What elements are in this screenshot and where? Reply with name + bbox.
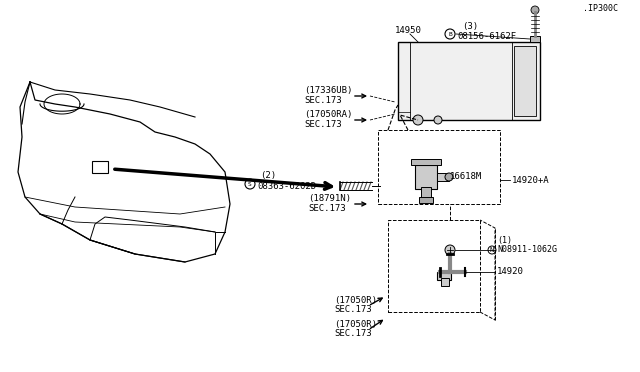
Text: (3): (3)	[462, 22, 478, 31]
Bar	[415, 165, 437, 189]
Bar	[411, 159, 441, 165]
Text: (18791N): (18791N)	[308, 193, 351, 202]
Text: SEC.173: SEC.173	[334, 305, 372, 314]
Text: S: S	[248, 182, 252, 186]
Bar	[421, 187, 431, 199]
Text: 14920: 14920	[497, 267, 524, 276]
Text: SEC.173: SEC.173	[304, 119, 342, 128]
Text: .IP300C: .IP300C	[583, 3, 618, 13]
Circle shape	[531, 6, 539, 14]
Circle shape	[488, 246, 496, 254]
Text: (1): (1)	[497, 235, 512, 244]
Bar	[441, 278, 449, 286]
Text: (17050R): (17050R)	[334, 295, 377, 305]
Circle shape	[445, 245, 455, 255]
Text: (17050RA): (17050RA)	[304, 109, 353, 119]
Bar	[437, 173, 449, 181]
Text: (17050R): (17050R)	[334, 320, 377, 328]
Circle shape	[245, 179, 255, 189]
Text: 14920+A: 14920+A	[512, 176, 550, 185]
Text: (2): (2)	[260, 170, 276, 180]
Circle shape	[445, 173, 453, 181]
Bar	[92, 161, 108, 173]
Circle shape	[445, 29, 455, 39]
Text: 14950: 14950	[395, 26, 422, 35]
Circle shape	[413, 115, 423, 125]
Bar	[437, 272, 451, 280]
Bar	[530, 36, 540, 42]
Text: (17336UB): (17336UB)	[304, 86, 353, 94]
Text: N08911-1062G: N08911-1062G	[497, 246, 557, 254]
Bar	[419, 197, 433, 203]
Text: 08156-6162F: 08156-6162F	[457, 32, 516, 41]
Text: SEC.173: SEC.173	[334, 330, 372, 339]
Text: 16618M: 16618M	[450, 171, 483, 180]
Text: 08363-6202D: 08363-6202D	[257, 182, 316, 190]
Text: SEC.173: SEC.173	[308, 203, 346, 212]
Text: N: N	[490, 247, 494, 253]
Circle shape	[434, 116, 442, 124]
Text: SEC.173: SEC.173	[304, 96, 342, 105]
Text: B: B	[448, 32, 452, 36]
Bar	[398, 42, 540, 120]
Bar	[514, 46, 536, 116]
